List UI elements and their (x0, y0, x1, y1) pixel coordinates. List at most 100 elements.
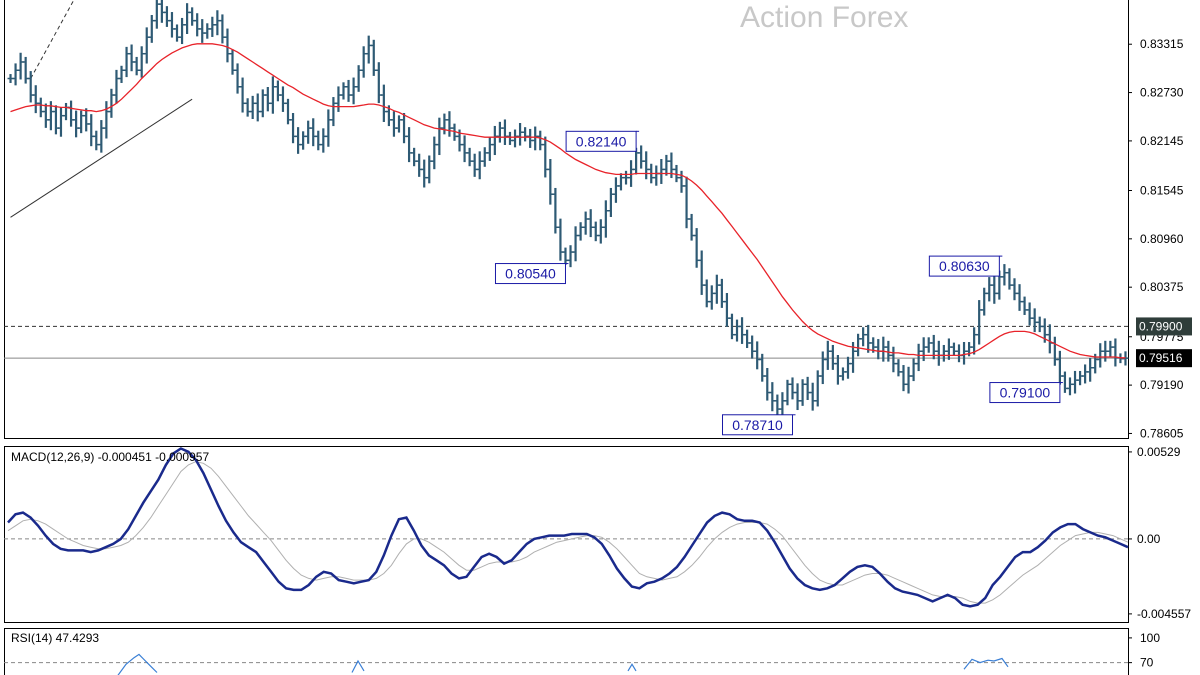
ohlc-bar (860, 327, 867, 347)
ohlc-bar (305, 120, 312, 144)
ohlc-bar (769, 382, 776, 412)
ohlc-bar (537, 130, 544, 151)
ohlc-bar (1056, 350, 1063, 385)
ohlc-bar (955, 344, 962, 363)
ohlc-bar (98, 120, 105, 153)
ohlc-bar (264, 87, 271, 112)
price-annotation: 0.80630 (928, 255, 1003, 277)
ohlc-bar (739, 317, 746, 344)
ohlc-bar (411, 147, 418, 167)
ohlc-bar (335, 86, 342, 112)
ohlc-bar (345, 79, 352, 102)
rsi-line-segment (351, 659, 365, 673)
ohlc-bar (506, 131, 513, 145)
ohlc-bar (764, 367, 771, 401)
ohlc-bar (138, 46, 145, 78)
ohlc-bar (310, 118, 317, 147)
price-annotation: 0.79100 (989, 382, 1063, 404)
ohlc-bar (259, 89, 266, 118)
ohlc-bar (789, 377, 796, 400)
ohlc-bar (143, 27, 150, 64)
ohlc-bar (744, 329, 751, 349)
ohlc-bar (27, 71, 34, 103)
ohlc-bar (471, 153, 478, 177)
annotation-label: 0.80630 (939, 258, 990, 274)
ohlc-bar (794, 383, 801, 411)
ohlc-bar (532, 126, 539, 151)
price-annotation: 0.82140 (565, 130, 640, 152)
price-tick-label: 0.78605 (1140, 426, 1184, 440)
ohlc-bar (1082, 364, 1089, 384)
ohlc-bar (199, 19, 206, 43)
ohlc-bar (663, 154, 670, 176)
ohlc-bar (290, 112, 297, 144)
ohlc-bar (577, 222, 584, 241)
ohlc-bar (78, 110, 85, 134)
price-tick-label: 0.83315 (1140, 37, 1184, 51)
annotation-box (494, 263, 566, 285)
ohlc-bar (547, 159, 554, 205)
ohlc-bar (350, 77, 357, 105)
annotation-box (989, 382, 1061, 404)
price-annotation: 0.80540 (494, 263, 569, 285)
ohlc-bar (68, 100, 75, 127)
ohlc-bar (118, 65, 125, 83)
ohlc-bar (446, 111, 453, 137)
ohlc-bar (17, 52, 24, 80)
ohlc-bar (330, 97, 337, 127)
ohlc-bar (12, 63, 19, 86)
ohlc-bar (214, 10, 221, 36)
price-axis: 0.83315 0.82730 0.82145 0.81545 0.80960 0.803… (1128, 37, 1192, 440)
ohlc-bar (582, 211, 589, 235)
ohlc-bar (713, 274, 720, 304)
ohlc-bar (890, 346, 897, 373)
ohlc-bar (158, 0, 165, 23)
ohlc-bar (950, 342, 957, 356)
trendlines (10, 0, 193, 218)
ohlc-bar (501, 119, 508, 145)
ohlc-bar (633, 147, 640, 175)
ohlc-bar (925, 337, 932, 353)
ohlc-bar (597, 219, 604, 244)
ohlc-bar (295, 127, 302, 154)
ohlc-bar (234, 63, 241, 94)
ohlc-bar (133, 56, 140, 76)
ohlc-bar (688, 213, 695, 241)
ohlc-bar (875, 339, 882, 360)
rsi-title: RSI(14) 47.4293 (11, 631, 99, 645)
rsi-line-segment (963, 657, 1009, 670)
ohlc-bar (179, 17, 186, 45)
ohlc-bar (93, 130, 100, 151)
ohlc-bar (254, 93, 261, 122)
ohlc-bar (1016, 284, 1023, 311)
rsi-line-segment (627, 663, 637, 672)
ohlc-bar (834, 354, 841, 385)
ohlc-bar (845, 356, 851, 379)
ohlc-bar (617, 173, 624, 191)
ohlc-bar (809, 382, 816, 411)
ohlc-bar (249, 95, 256, 120)
ohlc-bar (804, 376, 811, 400)
ohlc-bar (22, 56, 29, 84)
price-tag-box (1136, 317, 1192, 336)
ohlc-bar (824, 340, 831, 370)
ohlc-bar (436, 117, 443, 156)
ohlc-bar (1021, 296, 1028, 315)
price-tick-label: 0.82145 (1140, 134, 1184, 148)
price-tick-label: 0.81545 (1140, 183, 1184, 197)
annotation-box (928, 255, 1000, 277)
ohlc-bar (723, 293, 730, 327)
price-tick-label: 0.80375 (1140, 280, 1184, 294)
ohlc-bar (774, 394, 781, 416)
ohlc-bar (461, 135, 468, 163)
ohlc-bar (360, 46, 367, 78)
ohlc-bar (527, 128, 534, 148)
price-reference-lines (4, 325, 1128, 359)
ohlc-bar (148, 15, 155, 43)
ohlc-bar (219, 14, 226, 44)
ohlc-bar (52, 105, 59, 135)
ohlc-bar (961, 342, 968, 365)
ohlc-bar (1087, 357, 1094, 382)
ohlc-bar (839, 367, 846, 381)
channel-trendline (30, 0, 75, 79)
